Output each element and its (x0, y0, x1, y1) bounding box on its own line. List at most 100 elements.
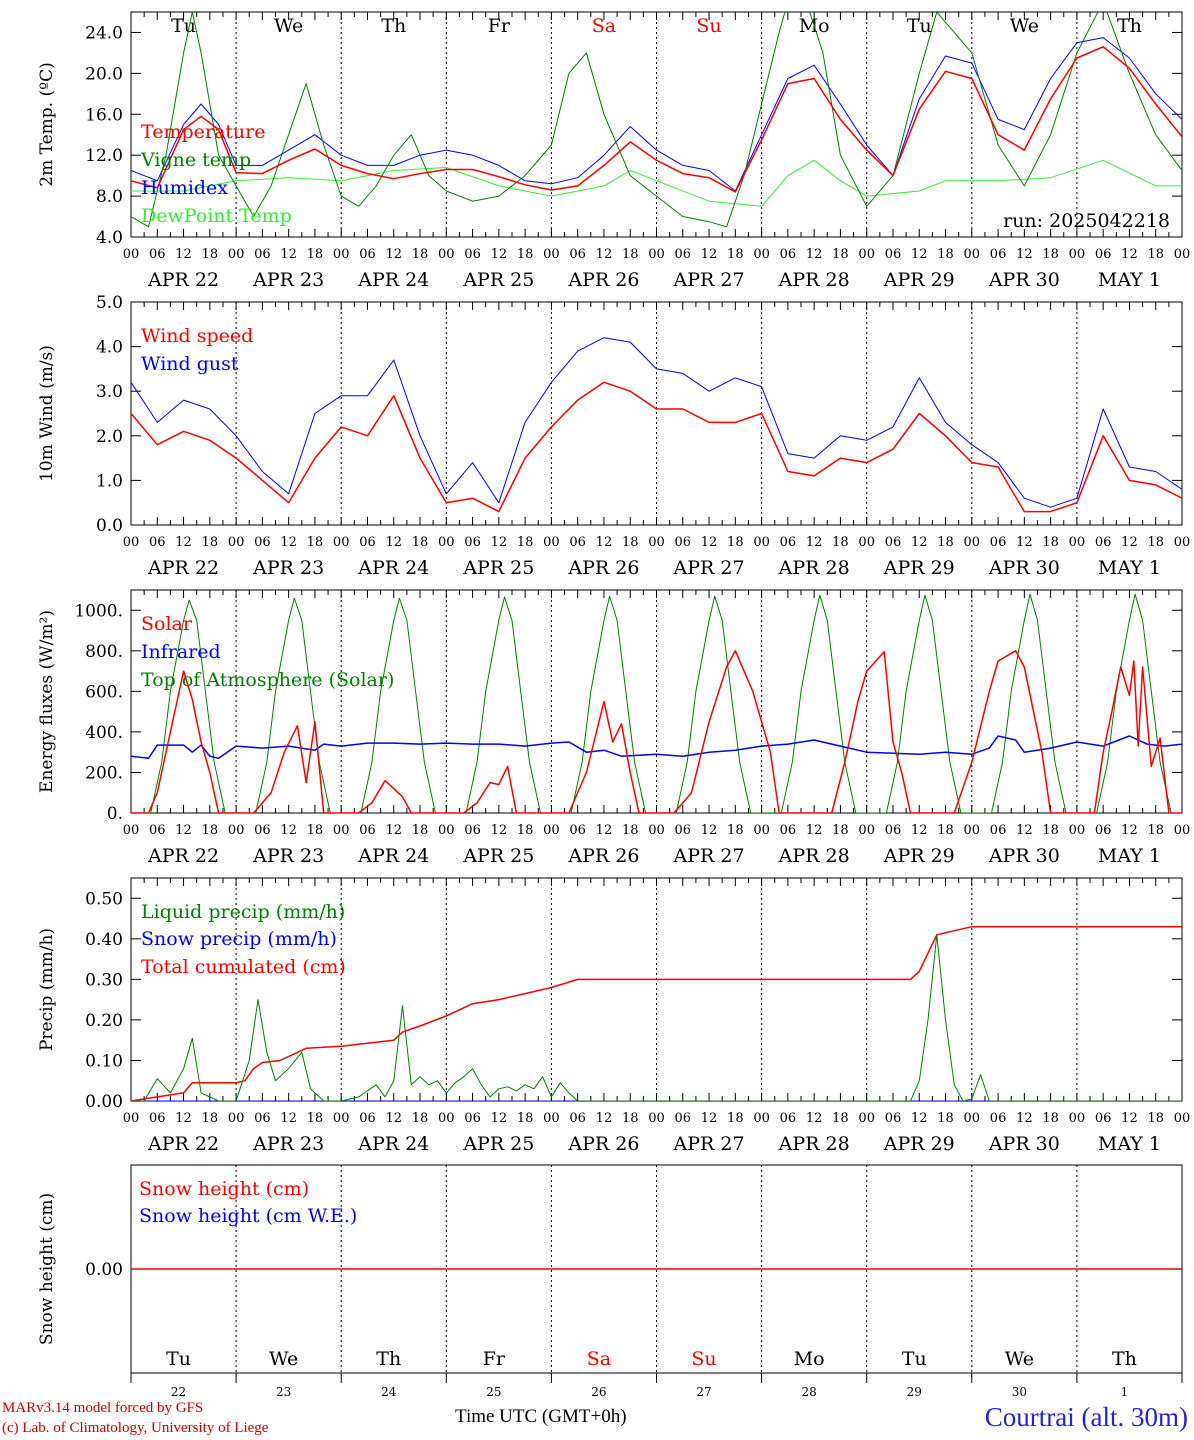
hour-label: 18 (412, 535, 429, 550)
hour-label: 06 (675, 535, 692, 550)
hour-label: 06 (885, 535, 902, 550)
day-abbr-label: Th (1117, 15, 1142, 37)
hour-label: 18 (1147, 247, 1164, 262)
hour-label: 18 (517, 1111, 534, 1126)
hour-label: 06 (254, 823, 271, 838)
y-tick-label: 400. (85, 723, 123, 743)
hour-label: 18 (1042, 823, 1059, 838)
hour-label: 00 (123, 247, 140, 262)
y-tick-label: 3.0 (96, 382, 123, 402)
hour-label: 06 (149, 535, 166, 550)
date-label: APR 23 (252, 845, 324, 867)
x-axis-title: Time UTC (GMT+0h) (455, 1406, 627, 1427)
legend-entry: Total cumulated (cm) (141, 956, 346, 978)
day-abbr-label: Tu (166, 1348, 191, 1370)
day-number-label: 28 (802, 1385, 817, 1399)
hour-label: 18 (1147, 823, 1164, 838)
meteogram: 4.08.012.016.020.024.02m Temp. (ºC)00 06 1… (37, 11, 1191, 1399)
hour-label: 06 (359, 535, 376, 550)
legend-entry: Temperature (141, 121, 265, 143)
date-label: APR 30 (988, 1133, 1060, 1155)
legend-entry: Liquid precip (mm/h) (141, 901, 345, 923)
hour-label: 06 (464, 535, 481, 550)
hour-label: 00 (333, 247, 350, 262)
hour-label: 00 (543, 823, 560, 838)
model-credit: MARv3.14 model forced by GFS (2, 1400, 204, 1416)
hour-label: 18 (1147, 1111, 1164, 1126)
series-line-top-of-atmosphere-solar (131, 593, 1182, 813)
hour-label: 06 (359, 1111, 376, 1126)
y-tick-label: 0. (107, 804, 123, 824)
y-tick-label: 0.20 (85, 1011, 123, 1031)
date-label: APR 27 (673, 269, 745, 291)
hour-label: 06 (359, 247, 376, 262)
hour-label: 00 (228, 823, 245, 838)
hour-label: 18 (202, 247, 219, 262)
hour-label: 12 (806, 1111, 823, 1126)
hour-label: 12 (596, 247, 613, 262)
day-number-label: 24 (381, 1385, 397, 1399)
hour-label: 06 (780, 823, 797, 838)
hour-label: 12 (1016, 247, 1033, 262)
hour-label: 00 (123, 1111, 140, 1126)
date-label: APR 25 (462, 269, 534, 291)
lab-credit: (c) Lab. of Climatology, University of L… (2, 1420, 269, 1436)
day-abbr-label: We (1005, 1348, 1034, 1370)
y-axis-title: Precip (mm/h) (37, 928, 57, 1051)
hour-label: 18 (832, 247, 849, 262)
series-line-total-cumulated-cm (131, 925, 1182, 1101)
hour-label: 06 (149, 1111, 166, 1126)
hour-label: 18 (832, 823, 849, 838)
hour-label: 00 (858, 1111, 875, 1126)
hour-label: 12 (596, 535, 613, 550)
day-number-label: 23 (276, 1385, 291, 1399)
day-number-label: 30 (1012, 1385, 1027, 1399)
hour-label: 18 (832, 535, 849, 550)
hour-label: 00 (543, 1111, 560, 1126)
y-axis-title: 2m Temp. (ºC) (37, 62, 57, 187)
series-line-dewpoint-temp (131, 159, 1182, 207)
hour-label: 12 (701, 535, 718, 550)
hour-label: 06 (1095, 1111, 1112, 1126)
date-label: MAY 1 (1098, 845, 1161, 867)
date-label: APR 28 (778, 845, 850, 867)
hour-label: 00 (1174, 247, 1191, 262)
hour-label: 00 (648, 535, 665, 550)
hour-label: 18 (622, 247, 639, 262)
hour-label: 12 (701, 1111, 718, 1126)
hour-label: 00 (648, 823, 665, 838)
day-abbr-label: Th (381, 15, 406, 37)
hour-label: 06 (464, 1111, 481, 1126)
hour-label: 12 (385, 823, 402, 838)
day-abbr-label: Su (691, 1348, 716, 1370)
hour-label: 06 (254, 247, 271, 262)
y-tick-label: 0.40 (85, 930, 123, 950)
hour-label: 00 (964, 1111, 981, 1126)
legend-entry: Wind gust (141, 353, 239, 375)
hour-label: 06 (149, 247, 166, 262)
hour-label: 06 (675, 247, 692, 262)
hour-label: 00 (1174, 535, 1191, 550)
hour-label: 00 (333, 1111, 350, 1126)
hour-label: 18 (727, 535, 744, 550)
date-label: APR 24 (357, 845, 429, 867)
hour-label: 18 (727, 247, 744, 262)
legend-entry: DewPoint Temp (141, 205, 292, 227)
hour-label: 18 (622, 1111, 639, 1126)
hour-label: 00 (1174, 1111, 1191, 1126)
hour-label: 18 (517, 823, 534, 838)
hour-label: 12 (806, 247, 823, 262)
hour-label: 18 (1042, 1111, 1059, 1126)
hour-label: 12 (491, 1111, 508, 1126)
hour-label: 06 (569, 1111, 586, 1126)
hour-label: 00 (333, 823, 350, 838)
day-abbr-label: Tu (902, 1348, 927, 1370)
day-abbr-label: Fr (488, 15, 511, 37)
hour-label: 12 (385, 1111, 402, 1126)
hour-label: 18 (307, 1111, 324, 1126)
hour-label: 06 (780, 535, 797, 550)
series-line-wind-gust (131, 337, 1182, 508)
hour-label: 12 (491, 247, 508, 262)
date-label: APR 25 (462, 1133, 534, 1155)
hour-label: 18 (202, 1111, 219, 1126)
